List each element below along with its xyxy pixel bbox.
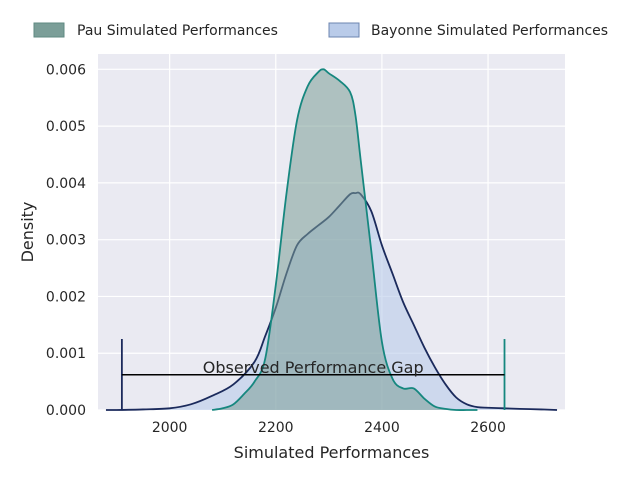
- y-tick-label: 0.005: [46, 119, 86, 135]
- legend-swatch-bayonne: [328, 22, 360, 38]
- y-tick-label: 0.003: [46, 233, 86, 249]
- legend-label-pau: Pau Simulated Performances: [77, 23, 278, 39]
- y-tick-label: 0.002: [46, 289, 86, 305]
- x-tick-label: 2600: [470, 420, 506, 436]
- legend-label-bayonne: Bayonne Simulated Performances: [371, 23, 608, 39]
- tick-labels: 2000 2200 2400 2600 0.000 0.001 0.002 0.003 0.00…: [46, 62, 506, 436]
- legend-swatch-pau: [33, 22, 65, 38]
- x-tick-label: 2400: [364, 420, 400, 436]
- x-tick-label: 2000: [152, 420, 188, 436]
- y-axis-label: Density: [18, 202, 37, 263]
- x-axis-label: Simulated Performances: [234, 443, 430, 462]
- y-tick-label: 0.000: [46, 403, 86, 419]
- x-tick-label: 2200: [258, 420, 294, 436]
- y-tick-label: 0.004: [46, 176, 86, 192]
- series-line-pau: [211, 68, 478, 411]
- annotation-layer: Observed Performance Gap: [120, 339, 506, 410]
- series-layer: [105, 68, 558, 411]
- y-tick-label: 0.001: [46, 346, 86, 362]
- y-tick-label: 0.006: [46, 62, 86, 78]
- legend: Pau Simulated Performances Bayonne Simul…: [33, 22, 608, 39]
- series-area-pau: [212, 69, 478, 411]
- gap-annotation-label: Observed Performance Gap: [203, 358, 424, 377]
